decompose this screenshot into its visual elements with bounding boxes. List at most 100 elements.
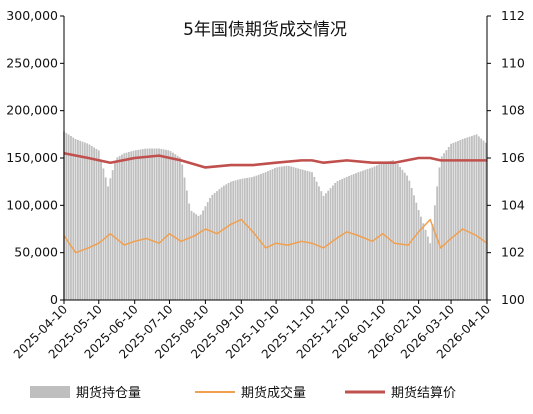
bar-holding-106 [308, 171, 311, 300]
bar-holding-67 [218, 189, 221, 300]
bar-holding-103 [301, 169, 304, 300]
legend: 期货持仓量 期货成交量 期货结算价 [30, 385, 456, 401]
bar-holding-157 [427, 236, 429, 300]
bar-holding-60 [202, 210, 204, 300]
bar-holding-77 [241, 178, 244, 300]
bar-holding-65 [213, 193, 216, 300]
bar-holding-169 [454, 141, 457, 300]
bar-holding-177 [473, 135, 476, 300]
bar-holding-96 [285, 165, 288, 300]
bar-holding-179 [477, 136, 480, 300]
bar-holding-38 [151, 148, 153, 300]
bar-holding-163 [440, 156, 443, 300]
bar-holding-155 [422, 223, 425, 300]
bar-holding-79 [246, 177, 249, 300]
bar-holding-117 [334, 182, 337, 300]
bar-holding-141 [389, 160, 392, 300]
bar-holding-78 [243, 178, 246, 300]
bar-holding-86 [262, 173, 265, 300]
bar-holding-107 [311, 172, 313, 300]
bar-holding-50 [178, 157, 181, 300]
bar-holding-115 [329, 188, 332, 300]
y-right-tick-label: 106 [501, 150, 525, 165]
bar-holding-150 [410, 187, 413, 300]
bar-holding-148 [406, 175, 408, 300]
bar-holding-4 [72, 137, 75, 300]
bar-holding-111 [320, 191, 323, 300]
y-left-tick-label: 50,000 [14, 245, 58, 260]
bar-holding-123 [348, 175, 350, 300]
bar-holding-85 [260, 173, 262, 300]
bar-holding-41 [158, 148, 160, 300]
bar-holding-175 [468, 136, 471, 300]
bar-holding-76 [239, 179, 242, 300]
legend-swatch-0 [30, 386, 70, 398]
bar-holding-52 [183, 177, 186, 300]
bar-holding-2 [67, 134, 70, 300]
bar-holding-74 [234, 180, 237, 300]
bar-holding-19 [107, 186, 109, 300]
bar-holding-110 [318, 186, 320, 300]
bar-holding-158 [429, 243, 432, 300]
y-left-tick-label: 200,000 [6, 103, 58, 118]
bar-holding-33 [139, 149, 142, 300]
bar-holding-25 [121, 154, 123, 300]
bar-holding-31 [134, 150, 137, 300]
bar-holding-62 [206, 202, 209, 300]
bar-holding-147 [403, 172, 406, 300]
bar-holding-109 [315, 181, 318, 300]
bar-holding-120 [341, 179, 344, 300]
bar-holding-18 [104, 177, 107, 300]
bar-holding-72 [229, 181, 232, 300]
bar-holding-102 [299, 169, 302, 300]
bar-holding-164 [443, 153, 446, 300]
bar-holding-90 [271, 169, 274, 300]
bar-holding-69 [223, 185, 225, 300]
bar-holding-71 [227, 183, 230, 300]
bar-holding-68 [220, 187, 223, 300]
bar-holding-14 [95, 148, 98, 300]
bar-holding-118 [336, 181, 339, 300]
bar-holding-17 [102, 168, 105, 300]
bar-holding-97 [287, 165, 290, 300]
bar-holding-129 [362, 170, 364, 300]
bar-holding-178 [475, 134, 478, 300]
bar-holding-160 [433, 205, 436, 300]
y-left-tick-label: 250,000 [6, 55, 58, 70]
bar-holding-82 [253, 176, 255, 300]
bar-holding-162 [438, 167, 441, 300]
bar-holding-29 [130, 151, 133, 300]
bar-holding-73 [232, 181, 235, 300]
bar-holding-93 [278, 166, 281, 300]
bar-holding-26 [123, 153, 126, 300]
bar-holding-165 [445, 150, 448, 300]
bar-holding-83 [255, 175, 258, 300]
bar-holding-128 [359, 171, 362, 300]
bar-holding-149 [408, 180, 411, 300]
bar-holding-101 [297, 168, 299, 300]
y-right-tick-label: 110 [501, 55, 525, 70]
bar-holding-174 [466, 137, 469, 300]
bar-holding-64 [211, 194, 214, 300]
bar-holding-34 [141, 149, 144, 300]
y-right-tick-label: 112 [501, 8, 525, 23]
bar-holding-11 [88, 144, 91, 300]
bar-holding-88 [267, 171, 269, 300]
bar-holding-156 [424, 229, 427, 300]
bar-holding-108 [313, 176, 316, 300]
bar-holding-140 [387, 161, 390, 300]
bar-holding-35 [144, 148, 147, 300]
bar-holding-70 [225, 184, 228, 300]
bar-holding-7 [79, 140, 82, 300]
bar-holding-10 [86, 143, 89, 300]
bar-holding-137 [380, 163, 383, 300]
y-right-tick-label: 108 [501, 103, 525, 118]
bar-holding-132 [369, 168, 371, 300]
bar-holding-24 [118, 155, 121, 300]
bar-holding-15 [97, 150, 100, 300]
bar-holding-56 [192, 212, 195, 300]
bar-holding-58 [197, 215, 200, 300]
bar-holding-138 [382, 162, 385, 300]
bar-holding-151 [413, 195, 415, 300]
